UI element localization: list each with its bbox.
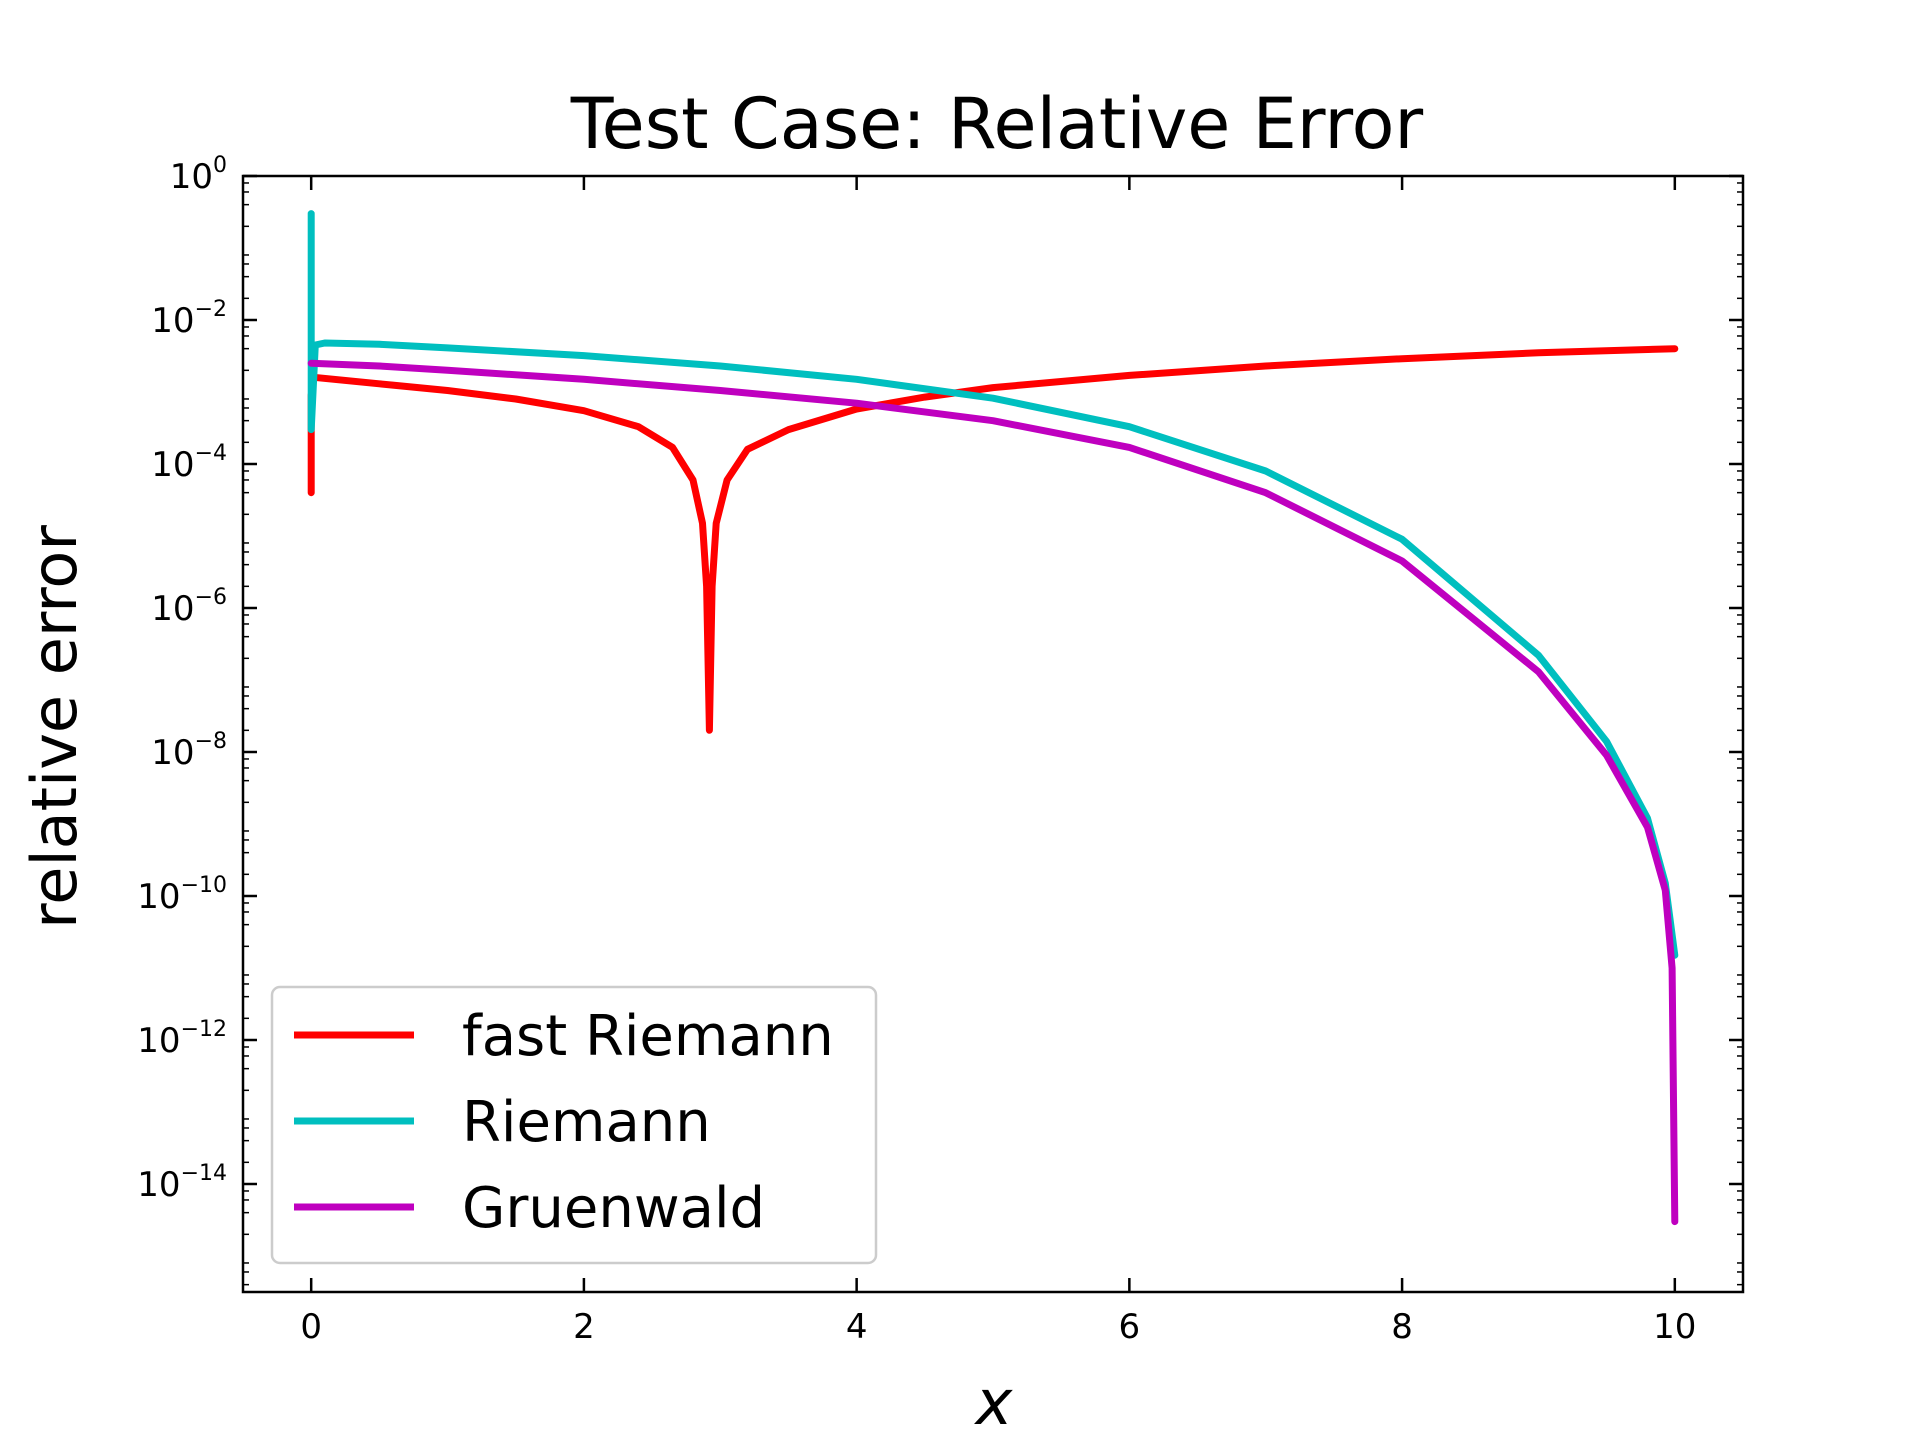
y-tick-label: 10−2: [151, 297, 227, 341]
legend-label: Riemann: [462, 1090, 711, 1155]
y-tick-label: 10−10: [137, 873, 227, 917]
x-axis-label: x: [974, 1366, 1014, 1439]
y-tick-label: 10−6: [151, 585, 227, 629]
x-tick-label: 6: [1119, 1307, 1141, 1347]
legend-label: fast Riemann: [462, 1004, 834, 1069]
y-tick-label: 10−12: [137, 1017, 227, 1061]
x-tick-label: 0: [300, 1307, 322, 1347]
x-tick-label: 10: [1653, 1307, 1696, 1347]
series-line-fast-riemann: [307, 345, 1679, 734]
plot-frame: [241, 174, 1745, 1294]
x-tick-label: 8: [1391, 1307, 1413, 1347]
legend-label: Gruenwald: [462, 1176, 765, 1241]
y-tick-label: 100: [170, 153, 227, 197]
series-line-riemann: [307, 210, 1679, 959]
y-tick-label: 10−4: [151, 441, 227, 485]
x-tick-label: 2: [573, 1307, 595, 1347]
series-line-gruenwald: [307, 359, 1679, 1226]
y-axis-label: relative error: [18, 525, 91, 929]
y-tick-label: 10−14: [137, 1161, 227, 1205]
chart-title: Test Case: Relative Error: [570, 83, 1424, 165]
y-tick-label: 10−8: [151, 729, 227, 773]
x-tick-label: 4: [846, 1307, 868, 1347]
legend-box: [270, 985, 878, 1265]
